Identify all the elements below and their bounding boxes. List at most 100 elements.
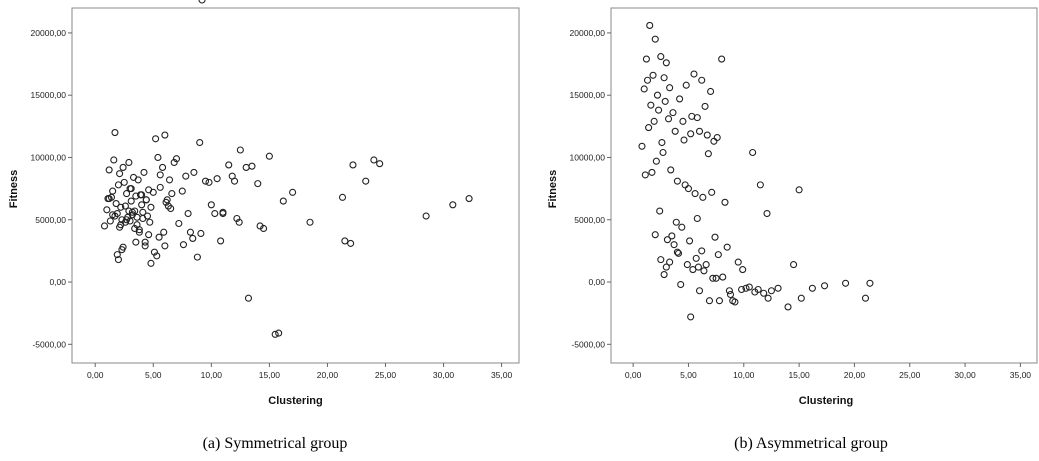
data-point	[422, 212, 430, 220]
data-point	[734, 258, 742, 266]
data-point	[670, 241, 678, 249]
y-axis-title: Fitness	[547, 170, 559, 209]
data-point	[842, 279, 850, 287]
y-ticks: -5000,00 0,00 5000,00 10000,00 15000,00 20000…	[31, 28, 72, 349]
x-tick-label: 30,00	[433, 370, 455, 380]
data-point	[738, 285, 746, 294]
data-point	[646, 21, 654, 29]
y-tick-label: -5000,00	[571, 339, 605, 349]
data-point	[643, 76, 652, 84]
data-point	[141, 238, 149, 246]
data-point	[179, 241, 188, 249]
data-point	[147, 203, 155, 211]
data-point	[669, 109, 677, 117]
data-point	[254, 180, 262, 188]
data-point	[653, 91, 662, 99]
data-point	[668, 232, 676, 240]
data-point	[178, 187, 186, 195]
data-point	[650, 117, 658, 125]
data-point	[657, 256, 665, 264]
data-point	[739, 266, 747, 274]
data-point	[698, 76, 706, 84]
data-point	[705, 297, 714, 305]
data-point	[109, 211, 117, 219]
x-tick-label: 20,00	[317, 370, 339, 380]
data-point	[217, 237, 225, 245]
data-point	[146, 218, 154, 226]
data-point	[790, 261, 798, 269]
data-point	[233, 214, 241, 223]
data-point	[370, 156, 378, 164]
x-axis-title: Clustering	[799, 395, 853, 407]
data-point	[159, 163, 167, 171]
data-point	[449, 201, 457, 209]
data-point	[306, 218, 314, 226]
x-tick-label: 10,00	[201, 370, 223, 380]
y-ticks: -5000,00 0,00 5000,00 10000,00 15000,00 20000…	[570, 28, 611, 349]
scatter-panel-a: 0,00 5,00 10,00 15,00 20,00 25,00 30,00 35,00 -…	[8, 0, 520, 452]
data-point	[265, 152, 273, 160]
data-point	[638, 142, 646, 150]
x-tick-label: 0,00	[625, 370, 642, 380]
data-point	[642, 55, 650, 63]
data-point	[160, 228, 168, 236]
data-point	[657, 53, 665, 61]
data-point	[726, 290, 735, 299]
data-point	[121, 202, 129, 210]
data-point	[289, 188, 297, 196]
x-tick-label: 35,00	[491, 370, 513, 380]
data-point	[244, 294, 253, 302]
data-point	[645, 124, 653, 132]
data-point	[127, 197, 135, 205]
data-point	[700, 267, 708, 275]
data-point	[205, 178, 213, 186]
data-point	[714, 251, 722, 259]
data-point	[111, 129, 119, 137]
data-point	[117, 203, 125, 211]
data-point	[105, 166, 113, 174]
data-point	[207, 201, 215, 209]
data-point	[105, 195, 113, 203]
data-point	[641, 171, 649, 179]
data-point	[228, 172, 236, 180]
data-point	[658, 138, 666, 147]
x-tick-label: 25,00	[899, 370, 921, 380]
data-point	[674, 249, 683, 257]
data-point	[198, 0, 206, 4]
data-point	[164, 202, 172, 210]
data-point	[715, 297, 723, 305]
data-point	[100, 222, 109, 230]
data-point	[211, 209, 219, 218]
data-point	[248, 162, 256, 170]
data-point	[125, 207, 133, 215]
data-point	[684, 185, 693, 193]
data-point	[821, 282, 829, 290]
data-point	[687, 130, 695, 138]
data-point	[707, 87, 715, 96]
data-point	[695, 287, 704, 295]
data-point	[688, 112, 696, 120]
data-point	[721, 198, 729, 206]
data-point	[725, 287, 733, 295]
data-point	[662, 59, 670, 67]
data-point	[683, 261, 691, 269]
data-point	[125, 158, 133, 167]
data-point	[162, 198, 170, 206]
data-point	[660, 74, 668, 82]
data-point	[201, 177, 210, 185]
data-point	[184, 209, 192, 218]
data-point	[193, 253, 201, 261]
data-point	[153, 252, 161, 260]
plot-frame	[610, 7, 1038, 364]
data-point	[678, 223, 686, 231]
data-point	[808, 284, 816, 292]
y-tick-label: 15000,00	[31, 90, 67, 100]
data-point	[667, 166, 675, 174]
data-point	[190, 168, 198, 176]
data-point	[256, 222, 264, 230]
data-point	[663, 236, 671, 244]
x-tick-label: 10,00	[733, 370, 755, 380]
data-point	[113, 251, 121, 259]
y-tick-label: 20000,00	[31, 28, 67, 38]
data-point	[279, 197, 287, 205]
